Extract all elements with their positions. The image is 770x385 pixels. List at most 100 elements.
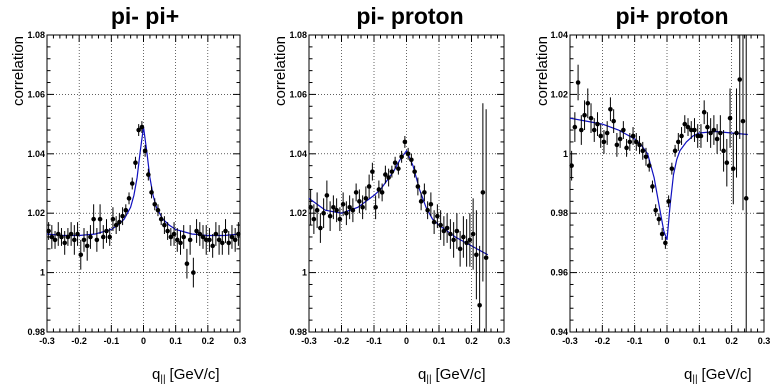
y-tick-label: 0.98: [550, 208, 568, 218]
x-axis-label-main: q: [152, 366, 160, 383]
data-point: [679, 133, 684, 139]
data-point: [438, 222, 443, 228]
data-point: [614, 142, 620, 148]
x-axis-label-sub: ||: [160, 374, 165, 385]
data-point: [232, 237, 238, 243]
data-point: [142, 148, 148, 154]
y-tick-label: 1.04: [289, 149, 307, 159]
data-point: [730, 166, 736, 171]
data-point: [483, 255, 489, 261]
x-tick-label: 0: [141, 336, 146, 346]
data-point: [656, 216, 662, 222]
data-point: [340, 201, 346, 207]
data-point: [415, 184, 421, 189]
data-point: [399, 154, 404, 160]
data-point: [308, 204, 313, 210]
data-point: [344, 210, 349, 216]
data-point: [152, 201, 158, 207]
data-point: [373, 204, 378, 210]
data-point: [383, 172, 388, 177]
x-tick-label: 0.2: [725, 336, 738, 346]
x-tick-label: 0.3: [234, 336, 247, 346]
data-point: [569, 163, 574, 168]
data-point: [314, 207, 320, 213]
data-point: [637, 142, 642, 148]
data-point: [405, 151, 411, 157]
data-point: [428, 201, 434, 207]
data-point: [441, 228, 447, 234]
data-point: [88, 234, 93, 240]
data-point: [107, 234, 113, 240]
x-tick-label: -0.3: [301, 336, 317, 346]
data-point: [379, 190, 385, 195]
data-point: [347, 204, 352, 210]
y-tick-label: 1.06: [27, 89, 45, 99]
y-tick-label: 0.98: [289, 327, 307, 337]
data-point: [72, 237, 77, 243]
data-point: [591, 127, 597, 133]
data-point: [181, 234, 187, 240]
data-point: [65, 234, 71, 240]
data-point: [370, 169, 375, 174]
data-point: [171, 231, 177, 237]
data-point: [418, 199, 424, 204]
data-point: [334, 207, 339, 213]
data-point: [572, 124, 578, 130]
data-point: [630, 133, 636, 139]
data-point: [718, 130, 723, 136]
plot-area: -0.3 -0.2 -0.1 0 0.1 0.2 0.3 0.94 0.96 0.98 1 1.02 1…: [550, 30, 770, 346]
data-point: [136, 127, 141, 133]
data-point: [100, 234, 106, 240]
x-tick-label: 0.2: [465, 336, 478, 346]
data-point: [191, 270, 196, 275]
data-point: [139, 124, 145, 130]
data-point: [412, 169, 417, 174]
panel-pi-minus-proton: pi- proton correlation q|| [GeV/c] -0.3 -0…: [272, 3, 510, 385]
data-point: [601, 139, 607, 145]
data-point: [123, 207, 129, 213]
panel-title: pi+ proton: [615, 3, 728, 29]
data-point: [129, 181, 135, 186]
x-axis-label-main: q: [418, 366, 426, 383]
data-point: [146, 172, 151, 177]
data-point: [646, 163, 652, 168]
data-point: [133, 160, 138, 166]
data-point: [226, 240, 232, 246]
data-point: [52, 237, 58, 243]
y-tick-label: 1: [563, 149, 568, 159]
data-point: [213, 231, 219, 237]
data-point: [236, 231, 241, 237]
data-point: [714, 136, 720, 142]
data-point: [97, 216, 103, 222]
x-tick-label: 0.1: [169, 336, 182, 346]
plot-area: -0.3 -0.2 -0.1 0 0.1 0.2 0.3 0.98 1 1.02 1.04 1.06 1…: [27, 30, 246, 346]
data-point: [84, 243, 90, 249]
data-point: [617, 136, 623, 142]
data-point: [194, 228, 199, 234]
y-axis-label: correlation: [272, 36, 289, 106]
data-point: [705, 124, 710, 130]
data-point: [75, 231, 80, 237]
y-tick-label: 0.98: [27, 327, 45, 337]
y-axis-label: correlation: [10, 36, 27, 106]
data-point: [389, 169, 395, 174]
data-point: [104, 228, 109, 234]
data-point: [676, 139, 681, 145]
x-axis-label: q|| [GeV/c]: [684, 366, 752, 385]
data-point: [327, 213, 333, 219]
data-point: [220, 240, 225, 246]
data-point: [68, 231, 74, 237]
data-point: [692, 127, 697, 133]
data-point: [575, 80, 581, 85]
panel-pi-plus-proton: pi+ proton correlation q|| [GeV/c] -0.3 -0…: [534, 3, 770, 385]
data-point: [461, 234, 466, 240]
data-point: [425, 207, 430, 213]
data-point: [366, 184, 372, 189]
data-point: [94, 237, 100, 243]
data-point: [59, 234, 64, 240]
data-point: [604, 130, 610, 136]
data-point: [621, 127, 626, 133]
data-point: [353, 190, 359, 195]
x-tick-label: -0.1: [104, 336, 120, 346]
x-axis-label: q|| [GeV/c]: [418, 366, 486, 385]
